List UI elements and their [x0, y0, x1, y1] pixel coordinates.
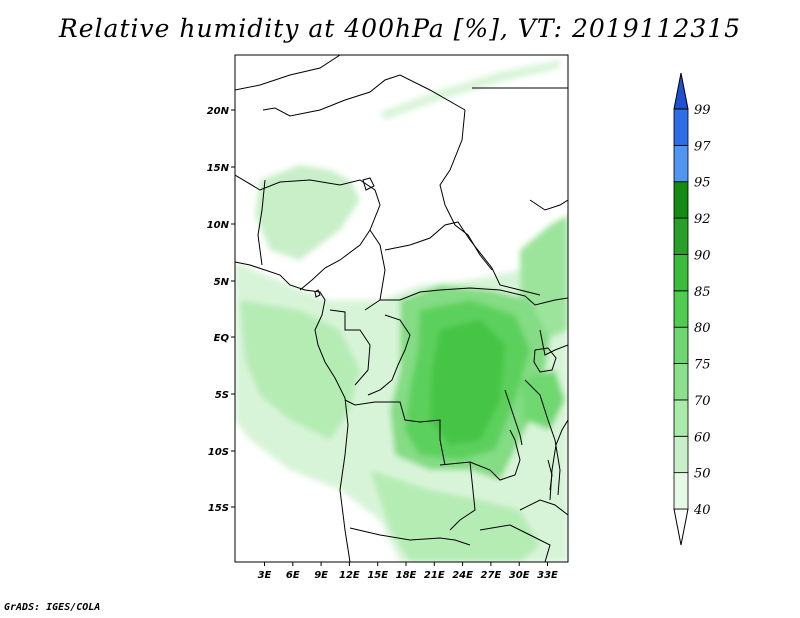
lat-label: 20N — [207, 106, 230, 117]
lake-malawi — [547, 459, 553, 491]
lon-label: 15E — [367, 570, 388, 581]
colorbar-over-triangle — [673, 72, 689, 110]
humidity-core-max — [430, 320, 505, 445]
boundary-angola-north — [344, 399, 446, 466]
lon-label: 30E — [509, 570, 530, 581]
colorbar-segment — [673, 217, 689, 255]
colorbar-label: 60 — [694, 430, 711, 445]
lat-label: 5N — [214, 277, 230, 288]
lon-label: 3E — [258, 570, 272, 581]
lat-label: EQ — [214, 333, 230, 344]
colorbar-segment — [673, 254, 689, 292]
colorbar-segment — [673, 181, 689, 219]
boundary-east-africa — [524, 295, 568, 306]
lat-label: 10N — [207, 220, 230, 231]
colorbar-label: 80 — [694, 321, 711, 336]
colorbar-label: 70 — [694, 394, 711, 409]
colorbar-label: 75 — [694, 358, 711, 373]
map-frame — [234, 54, 569, 563]
boundary-car-drc — [380, 287, 526, 301]
colorbar-label: 97 — [694, 139, 711, 154]
boundary-cameroon-car — [364, 229, 386, 311]
boundary-uganda-kenya — [539, 329, 568, 356]
lake-victoria — [533, 347, 557, 373]
boundary-malawi-mozambique — [519, 499, 568, 516]
bioko-island — [314, 289, 321, 298]
boundary-nigeria-chad — [235, 174, 381, 291]
colorbar-segment — [673, 472, 689, 510]
boundary-zambia-drc — [469, 429, 521, 481]
lake-chad — [362, 177, 375, 191]
latitude-axis: 20N 15N 10N 5N EQ 5S 10S 15S — [207, 106, 235, 514]
humidity-streak-sahel — [255, 165, 360, 260]
colorbar-segment — [673, 290, 689, 328]
country-boundaries — [235, 55, 568, 562]
colorbar-segment — [673, 144, 689, 183]
coastline-gulf-of-guinea — [235, 261, 351, 562]
colorbar-label: 99 — [694, 103, 711, 118]
map-title: Relative humidity at 400hPa [%], VT: 201… — [58, 14, 742, 43]
lon-label: 9E — [314, 570, 328, 581]
lon-label: 12E — [339, 570, 360, 581]
colorbar-segment — [673, 399, 689, 437]
lat-label: 10S — [208, 447, 229, 458]
humidity-field — [235, 60, 568, 562]
colorbar-under-triangle — [673, 508, 689, 546]
boundary-niger-chad — [262, 74, 466, 117]
lon-label: 21E — [424, 570, 445, 581]
coastlines — [235, 177, 568, 562]
colorbar-segment — [673, 108, 689, 146]
humidity-area-south — [370, 470, 540, 562]
lon-label: 24E — [452, 570, 473, 581]
longitude-axis: 3E 6E 9E 12E 15E 18E 21E 24E 27E 30E 33E — [258, 562, 558, 581]
grads-credit: GrADS: IGES/COLA — [4, 602, 101, 613]
boundary-angola-namibia — [349, 527, 471, 546]
boundary-car-sudan — [384, 221, 541, 296]
boundary-libya-algeria — [235, 55, 341, 91]
boundary-chad-sudan — [439, 109, 493, 271]
lon-label: 6E — [286, 570, 300, 581]
lat-label: 15S — [208, 503, 229, 514]
colorbar-label: 85 — [694, 285, 711, 300]
lon-label: 18E — [396, 570, 417, 581]
colorbar-label: 92 — [694, 212, 711, 227]
colorbar-segment — [673, 435, 689, 474]
colorbar-label: 95 — [694, 176, 711, 191]
boundary-zimbabwe — [479, 524, 551, 562]
humidity-streak-north — [380, 60, 560, 120]
lat-label: 5S — [215, 390, 229, 401]
lon-label: 27E — [481, 570, 502, 581]
colorbar-segment — [673, 363, 689, 401]
lon-label: 33E — [537, 570, 558, 581]
boundary-benin-nigeria — [257, 179, 266, 266]
boundary-south-sudan-ethiopia — [529, 199, 568, 211]
colorbar-label: 90 — [694, 248, 711, 263]
humidity-area-west-mid — [240, 300, 360, 440]
boundary-angola-zambia — [439, 461, 476, 531]
colorbar-label: 50 — [694, 467, 711, 482]
lat-label: 15N — [207, 163, 230, 174]
humidity-patch-southeast — [520, 370, 565, 430]
boundary-tanzania — [524, 379, 561, 496]
colorbar: 40 50 60 70 75 80 85 90 92 95 97 99 — [673, 72, 711, 546]
colorbar-label: 40 — [693, 503, 711, 518]
boundary-congo-drc — [367, 314, 411, 396]
colorbar-segment — [673, 326, 689, 364]
lake-tanganyika — [504, 389, 523, 446]
boundary-gabon-congo — [329, 309, 371, 386]
